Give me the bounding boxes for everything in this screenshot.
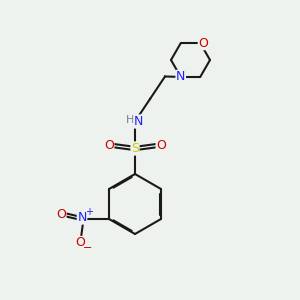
Text: −: − [82,243,92,253]
Text: +: + [85,207,93,218]
Text: O: O [198,37,208,50]
Text: N: N [77,211,87,224]
Text: N: N [176,70,185,83]
Text: S: S [131,142,139,155]
Text: N: N [134,115,143,128]
Text: O: O [104,139,114,152]
Text: H: H [125,115,134,125]
Text: O: O [76,236,85,250]
Text: O: O [56,208,66,221]
Text: O: O [156,139,166,152]
